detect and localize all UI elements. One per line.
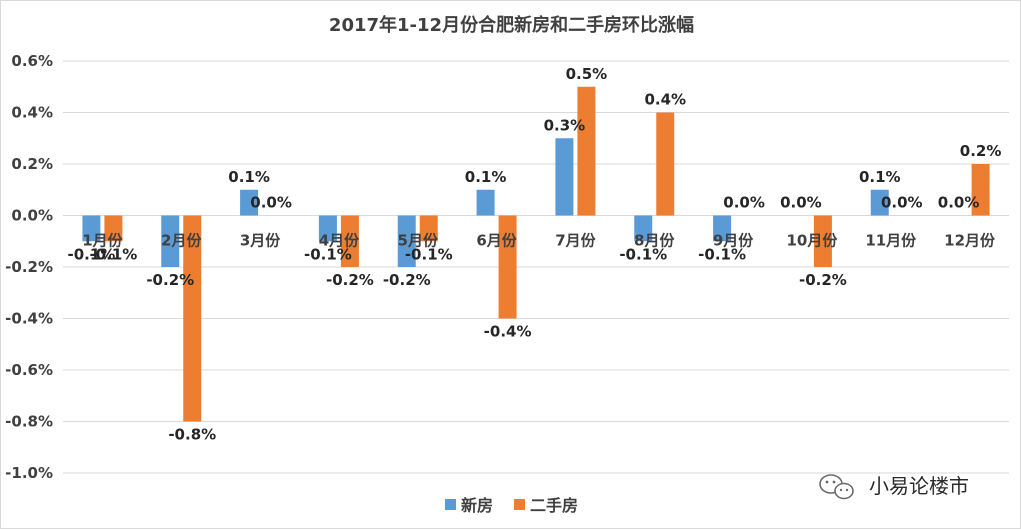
y-tick-label: -0.4% [5,310,53,328]
y-tick-label: -1.0% [5,464,53,482]
bar-resale-house-12 [971,164,990,216]
grid-layer: 0.6% 0.4% 0.2% 0.0% -0.2% -0.4% -0.6% -0.8% -1.0… [5,52,1009,482]
data-label: 0.3% [544,116,586,134]
bar-resale-house-1 [104,215,123,242]
data-label: 0.2% [960,142,1002,160]
watermark: 小易论楼市 [819,474,969,500]
x-category-label: 8月份 [634,232,675,250]
y-tick-label: 0.0% [11,207,53,225]
x-category-label: 7月份 [555,232,596,250]
bar-new-house-8 [634,215,653,242]
legend-label-resale-house: 二手房 [530,496,578,515]
data-label: 0.1% [465,168,507,186]
watermark-text: 小易论楼市 [869,474,969,498]
bar-new-house-3 [240,189,259,216]
bar-new-house-5 [397,215,416,267]
bar-resale-house-10 [813,215,832,267]
data-label: 0.1% [859,168,901,186]
bar-new-house-1 [82,215,101,242]
y-tick-label: 0.2% [11,155,53,173]
data-label: -0.2% [799,271,847,289]
legend-swatch-resale-house [514,499,525,510]
bar-resale-house-6 [498,215,517,319]
x-category-label: 2月份 [161,232,202,250]
y-tick-label: 0.4% [11,104,53,122]
bar-resale-house-4 [340,215,359,267]
chart-title: 2017年1-12月份合肥新房和二手房环比涨幅 [328,15,695,36]
data-label: 0.0% [780,194,822,212]
x-category-label: 3月份 [240,232,281,250]
bar-resale-house-8 [656,112,675,216]
data-label: 0.4% [644,91,686,109]
legend-swatch-new-house [445,499,456,510]
x-category-label: 12月份 [944,232,996,250]
data-label: -0.1% [698,245,746,263]
data-label: -0.1% [405,245,453,263]
data-label: -0.1% [90,245,138,263]
data-label: -0.1% [619,245,667,263]
data-label: 0.1% [228,168,270,186]
bar-new-house-2 [161,215,180,267]
x-category-label: 11月份 [865,232,917,250]
bar-resale-house-7 [577,86,596,216]
data-label: -0.2% [326,271,374,289]
bar-resale-house-5 [419,215,438,242]
bars-layer [82,86,990,422]
data-label: 0.0% [723,194,765,212]
y-tick-label: -0.2% [5,258,53,276]
y-tick-label: -0.6% [5,361,53,379]
data-label: 0.0% [881,194,923,212]
data-label: 0.5% [566,65,608,83]
y-tick-label: 0.6% [11,52,53,70]
data-label: -0.8% [168,426,216,444]
x-category-label: 4月份 [319,232,360,250]
data-label: -0.2% [146,271,194,289]
data-label: -0.4% [484,323,532,341]
legend-label-new-house: 新房 [461,496,493,515]
x-category-label: 6月份 [476,232,517,250]
bar-resale-house-2 [183,215,202,422]
bar-new-house-7 [555,138,574,216]
labels-layer: -0.1%-0.1%1月份-0.2%-0.8%2月份0.1%0.0%3月份-0.… [68,65,1002,444]
x-category-label: 10月份 [786,232,838,250]
data-label: -0.2% [383,271,431,289]
y-tick-label: -0.8% [5,413,53,431]
data-label: 0.0% [250,194,292,212]
bar-new-house-6 [476,189,495,216]
x-category-label: 9月份 [713,232,754,250]
data-label: 0.0% [938,194,980,212]
bar-new-house-9 [713,215,732,242]
legend: 新房 二手房 [445,496,578,515]
bar-new-house-11 [870,189,889,216]
bar-new-house-4 [318,215,337,242]
x-category-label: 1月份 [82,232,123,250]
data-label: -0.1% [68,245,116,263]
wechat-icon [819,474,854,500]
x-category-label: 5月份 [398,232,439,250]
data-label: -0.1% [304,245,352,263]
